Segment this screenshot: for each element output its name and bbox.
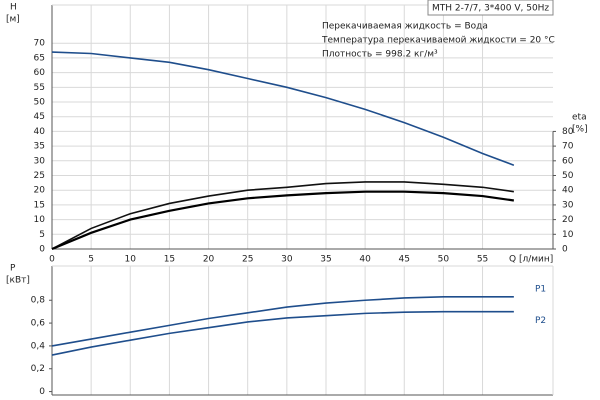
series-line: [51, 51, 515, 166]
y2-tick-label: 10: [562, 230, 574, 240]
y-tick-label: 0: [39, 245, 45, 255]
x-tick-label: 0: [49, 255, 55, 265]
title-box: [427, 0, 554, 16]
y-tick-label: 45: [34, 112, 45, 122]
y2-tick-label: 60: [562, 156, 574, 166]
y2-tick-label: 0: [562, 245, 568, 255]
y2-tick-label: 20: [562, 215, 574, 225]
x-tick-label: 15: [164, 255, 175, 265]
y2-label: eta: [572, 113, 587, 123]
y-tick-label: 35: [34, 142, 45, 152]
y-tick-label: 60: [34, 68, 46, 78]
y-label: P: [10, 264, 16, 274]
y-tick-label: 5: [39, 230, 45, 240]
chart-title: MTH 2-7/7, 3*400 V, 50Hz: [432, 4, 549, 14]
y-tick-label: 65: [34, 53, 45, 63]
y-unit: [м]: [6, 15, 20, 25]
x-tick-label: 45: [399, 255, 410, 265]
annotation: Перекачиваемая жидкость = Вода: [322, 22, 488, 32]
x-label: Q [л/мин]: [509, 255, 553, 265]
legend-label: P2: [535, 316, 546, 326]
x-tick-label: 20: [203, 255, 215, 265]
x-tick-label: 5: [88, 255, 94, 265]
y-tick-label: 55: [34, 83, 45, 93]
series-line: [51, 181, 514, 250]
y-tick-label: 70: [34, 39, 46, 49]
y-tick-label: 0,8: [31, 296, 46, 306]
series-line: [51, 296, 514, 347]
y-tick-label: 10: [34, 215, 46, 225]
y2-tick-label: 40: [562, 186, 574, 196]
y-label: H: [10, 3, 17, 13]
x-tick-label: 25: [242, 255, 253, 265]
x-tick-label: 10: [125, 255, 137, 265]
y2-tick-label: 70: [562, 142, 574, 152]
y2-unit: [%]: [572, 125, 588, 135]
y-tick-label: 0,6: [31, 319, 46, 329]
x-tick-label: 50: [438, 255, 450, 265]
y-tick-label: 30: [34, 156, 46, 166]
y-tick-label: 15: [34, 200, 45, 210]
y2-tick-label: 50: [562, 171, 574, 181]
y2-tick-label: 80: [562, 127, 574, 137]
x-tick-label: 30: [281, 255, 293, 265]
y-tick-label: 0,2: [31, 364, 45, 374]
annotation: Плотность = 998.2 кг/м³: [322, 50, 438, 60]
y-tick-label: 0: [39, 387, 45, 397]
y-unit: [кВт]: [6, 276, 30, 286]
series-line: [51, 310, 514, 356]
y-tick-label: 20: [34, 186, 46, 196]
x-tick-label: 35: [320, 255, 331, 265]
y-tick-label: 40: [34, 127, 46, 137]
x-tick-label: 55: [477, 255, 488, 265]
y-tick-label: 25: [34, 171, 45, 181]
y-tick-label: 0,4: [31, 341, 46, 351]
annotation: Температура перекачиваемой жидкости = 20…: [321, 36, 555, 46]
legend-label: P1: [535, 284, 546, 294]
series-line: [51, 190, 515, 251]
y2-tick-label: 30: [562, 200, 574, 210]
y-tick-label: 50: [34, 98, 46, 108]
x-tick-label: 40: [359, 255, 371, 265]
